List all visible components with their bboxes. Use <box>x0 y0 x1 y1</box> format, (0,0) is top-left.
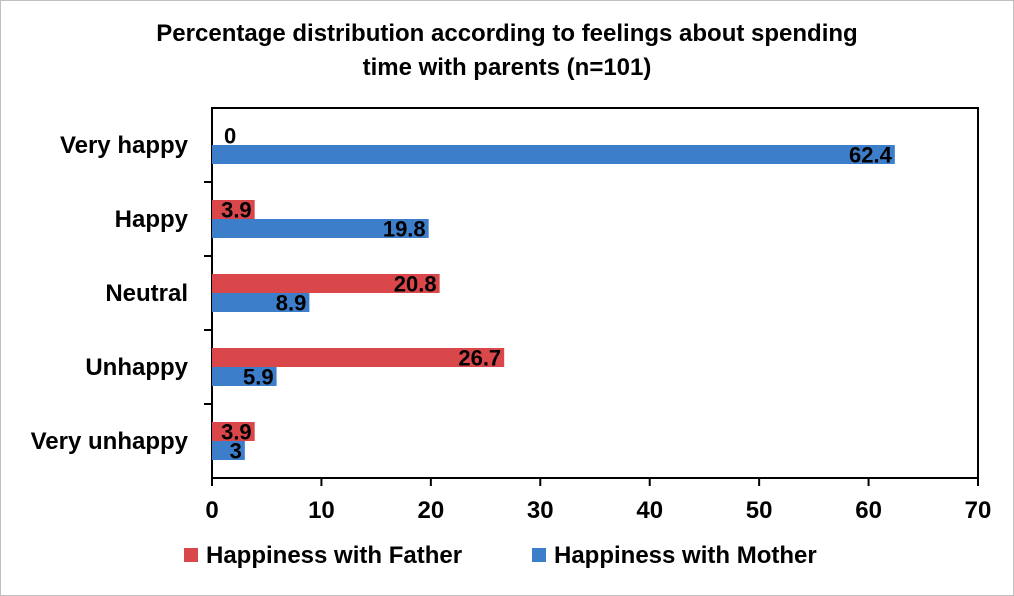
data-label-happiness-with-father-neutral: 20.8 <box>394 272 437 297</box>
data-label-happiness-with-mother-unhappy: 5.9 <box>243 365 274 390</box>
legend-swatch-father <box>184 548 198 562</box>
category-label-unhappy: Unhappy <box>85 354 188 381</box>
chart-title-line-2: time with parents (n=101) <box>362 54 652 81</box>
data-label-happiness-with-mother-happy: 19.8 <box>383 217 426 242</box>
bar-happiness-with-mother-neutral <box>212 293 310 312</box>
bar-happiness-with-father-happy <box>212 200 255 219</box>
legend-swatch-mother <box>532 548 546 562</box>
legend-item-father: Happiness with Father <box>184 541 462 571</box>
data-label-happiness-with-father-happy: 3.9 <box>221 198 252 223</box>
data-label-happiness-with-mother-very-happy: 62.4 <box>849 143 893 168</box>
bar-happiness-with-father-neutral <box>212 274 440 293</box>
category-label-neutral: Neutral <box>105 280 188 307</box>
legend-label-mother: Happiness with Mother <box>554 542 817 569</box>
x-tick-label-60: 60 <box>855 497 882 524</box>
x-tick-label-40: 40 <box>636 497 663 524</box>
legend-label-father: Happiness with Father <box>206 542 463 569</box>
bar-happiness-with-mother-happy <box>212 219 429 238</box>
x-tick-label-10: 10 <box>308 497 335 524</box>
x-tick-label-20: 20 <box>418 497 445 524</box>
category-label-very-happy: Very happy <box>60 132 189 159</box>
data-label-happiness-with-father-very-unhappy: 3.9 <box>221 420 252 445</box>
bar-happiness-with-father-very-unhappy <box>212 422 255 441</box>
data-label-happiness-with-father-unhappy: 26.7 <box>458 346 501 371</box>
bar-happiness-with-mother-very-happy <box>212 145 895 164</box>
data-label-happiness-with-father-very-happy: 0 <box>224 124 236 149</box>
bar-happiness-with-mother-very-unhappy <box>212 441 245 460</box>
bar-happiness-with-mother-unhappy <box>212 367 277 386</box>
x-tick-label-0: 0 <box>205 497 218 524</box>
chart-title-line-1: Percentage distribution according to fee… <box>156 20 858 47</box>
data-label-happiness-with-mother-very-unhappy: 3 <box>230 439 242 464</box>
data-label-happiness-with-mother-neutral: 8.9 <box>276 291 307 316</box>
category-label-very-unhappy: Very unhappy <box>31 428 189 455</box>
x-tick-label-50: 50 <box>746 497 773 524</box>
bar-happiness-with-father-unhappy <box>212 348 505 367</box>
category-label-happy: Happy <box>115 206 189 233</box>
legend-item-mother: Happiness with Mother <box>532 541 817 571</box>
x-tick-label-30: 30 <box>527 497 554 524</box>
x-tick-label-70: 70 <box>965 497 992 524</box>
